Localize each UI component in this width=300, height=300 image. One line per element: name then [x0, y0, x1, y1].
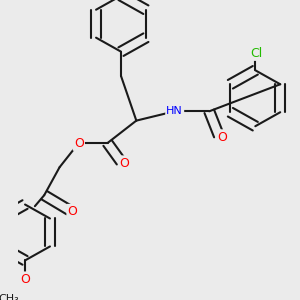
- Text: Cl: Cl: [250, 46, 263, 60]
- Text: O: O: [68, 205, 77, 218]
- Text: O: O: [120, 157, 130, 169]
- Text: HN: HN: [166, 106, 183, 116]
- Text: O: O: [20, 273, 30, 286]
- Text: CH₃: CH₃: [0, 294, 19, 300]
- Text: O: O: [74, 136, 84, 150]
- Text: O: O: [217, 130, 227, 143]
